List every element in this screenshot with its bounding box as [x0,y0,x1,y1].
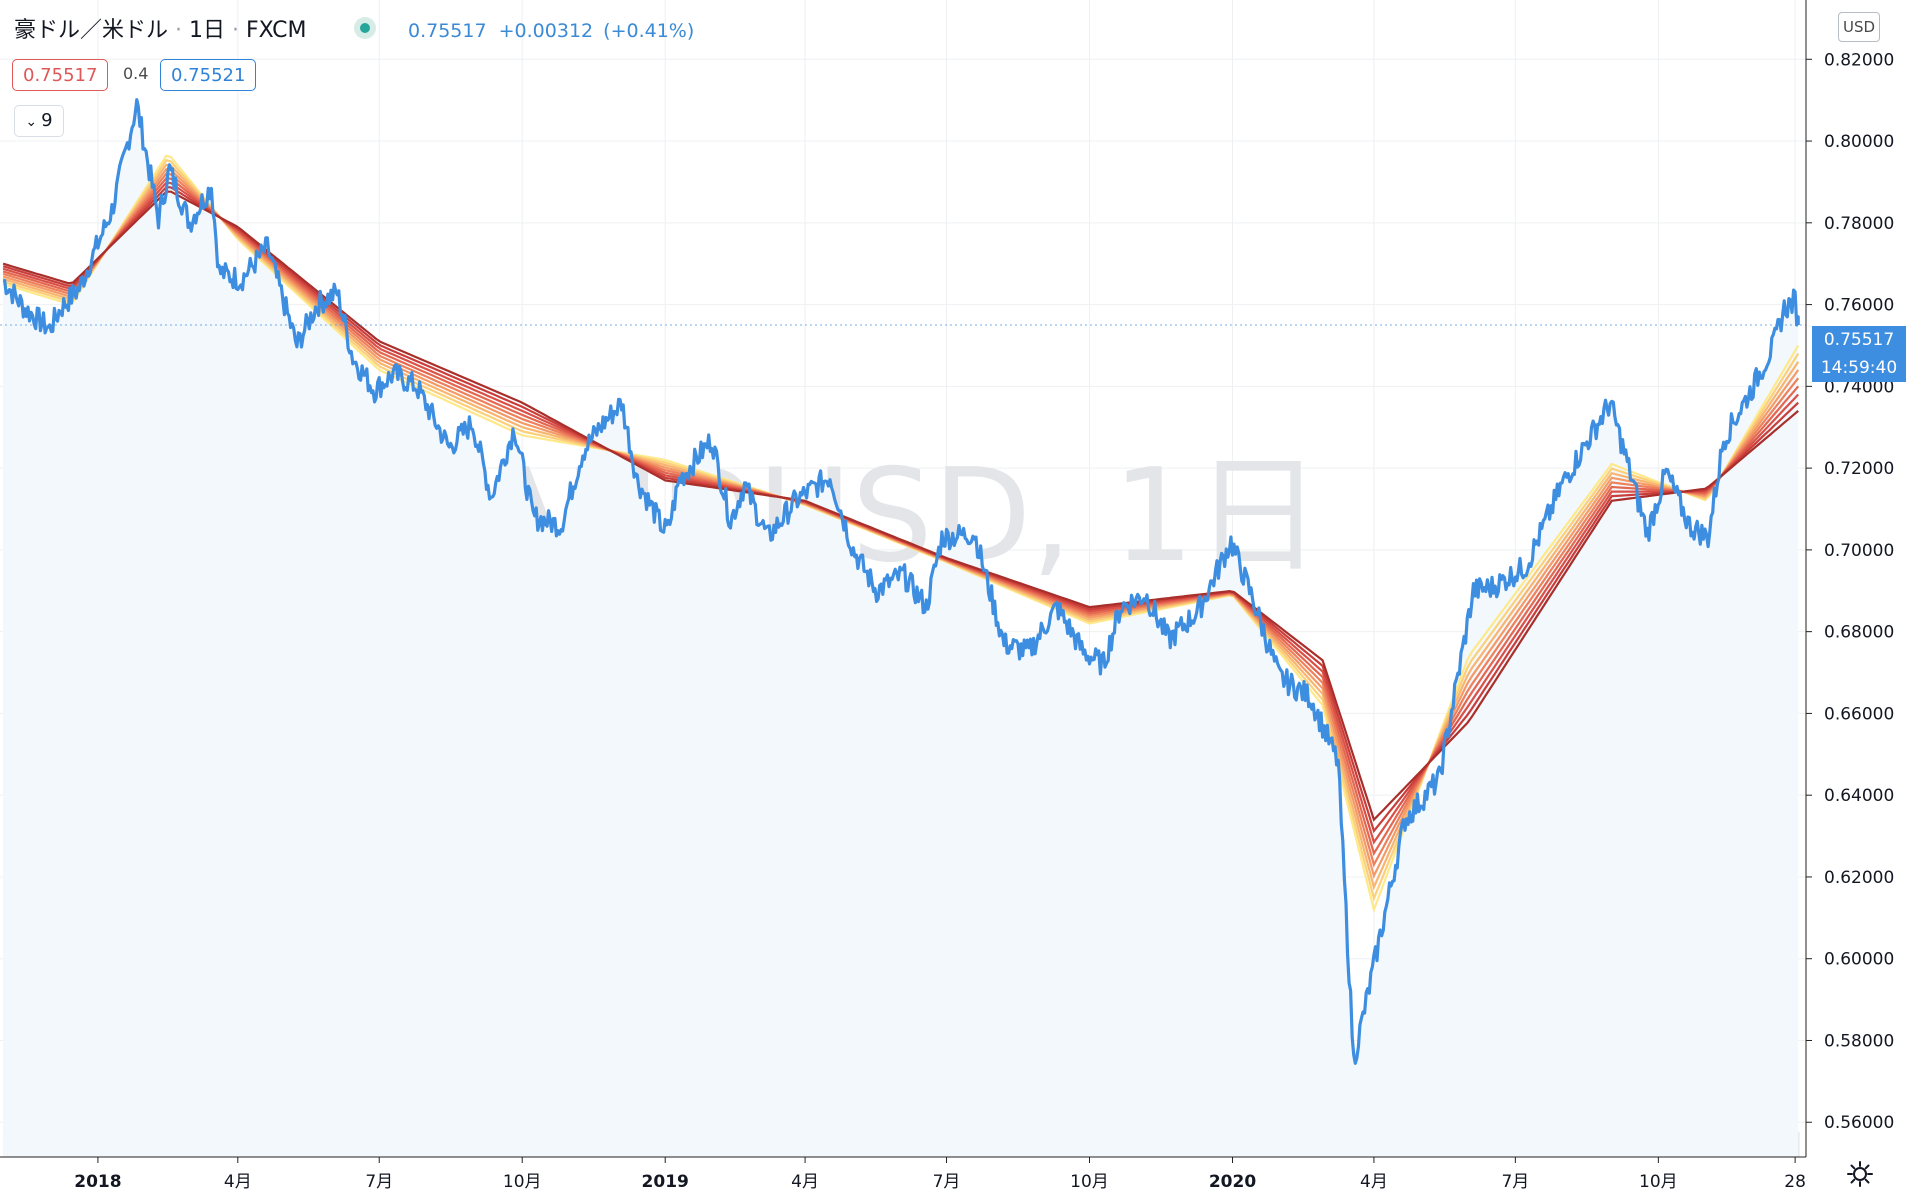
x-axis[interactable]: 2018 4月 7月 10月 2019 4月 7月 10月 2020 4月 7月 10月 28 [74,1157,1806,1192]
price-area [3,99,1799,1158]
y-tick-label: 0.62000 [1824,868,1894,888]
y-tick-label: 0.66000 [1824,704,1894,724]
y-tick-label: 0.76000 [1824,296,1894,316]
x-tick-label: 10月 [1070,1172,1109,1192]
market-status-icon[interactable] [354,17,376,39]
y-tick-label: 0.78000 [1824,214,1894,234]
y-tick-label: 0.80000 [1824,132,1894,152]
currency-badge[interactable]: USD [1838,12,1880,42]
y-tick-label: 0.68000 [1824,623,1894,643]
source-label: FXCM [246,18,307,43]
y-tick-label: 0.58000 [1824,1031,1894,1051]
indicators-toggle[interactable]: ⌄ 9 [14,105,64,137]
price-area-fill [3,99,1799,1158]
chevron-down-icon: ⌄ [25,114,38,130]
x-tick-label: 7月 [933,1172,961,1192]
price-line-group [2,98,1800,1065]
header-quote: 0.75517 +0.00312 (+0.41%) [408,20,694,42]
x-tick-label: 2020 [1209,1172,1256,1192]
x-tick-label: 2018 [74,1172,121,1192]
y-axis[interactable]: 0.82000 0.80000 0.78000 0.76000 0.74000 0.720… [1806,50,1894,1133]
x-tick-label: 7月 [365,1172,393,1192]
gear-icon[interactable] [1846,1160,1874,1188]
y-tick-label: 0.56000 [1824,1113,1894,1133]
title-separator: · [175,18,183,43]
volume-bar [1798,1131,1800,1157]
title-separator: · [232,18,240,43]
y-tick-label: 0.64000 [1824,786,1894,806]
y-tick-label: 0.70000 [1824,541,1894,561]
x-tick-label: 4月 [224,1172,252,1192]
price-change: +0.00312 [498,20,594,42]
countdown-label: 14:59:40 [1812,354,1906,382]
indicators-count: 9 [41,110,53,131]
y-tick-label: 0.82000 [1824,50,1894,70]
sell-button[interactable]: 0.75517 [12,59,109,91]
x-tick-label: 4月 [791,1172,819,1192]
last-price: 0.75517 [408,20,487,42]
symbol-title[interactable]: 豪ドル／米ドル · 1日 · FXCM [14,12,306,44]
price-axis-label: 0.75517 [1812,326,1906,354]
x-tick-label: 2019 [642,1172,689,1192]
interval-label: 1日 [189,18,226,43]
ema-ribbon [2,154,1800,914]
y-tick-label: 0.60000 [1824,950,1894,970]
symbol-name: 豪ドル／米ドル [14,18,169,43]
x-tick-label: 4月 [1360,1172,1388,1192]
price-line [2,98,1800,1065]
y-tick-label: 0.72000 [1824,459,1894,479]
ema-line [2,190,1799,822]
x-tick-label: 7月 [1501,1172,1529,1192]
buy-button[interactable]: 0.75521 [160,59,257,91]
y-tick-label: 0.74000 [1824,377,1894,397]
x-tick-label: 10月 [1639,1172,1678,1192]
price-change-pct: (+0.41%) [603,20,695,42]
x-tick-label: 10月 [503,1172,542,1192]
spread-value: 0.4 [123,64,149,83]
x-tick-label: 28 [1784,1172,1806,1192]
